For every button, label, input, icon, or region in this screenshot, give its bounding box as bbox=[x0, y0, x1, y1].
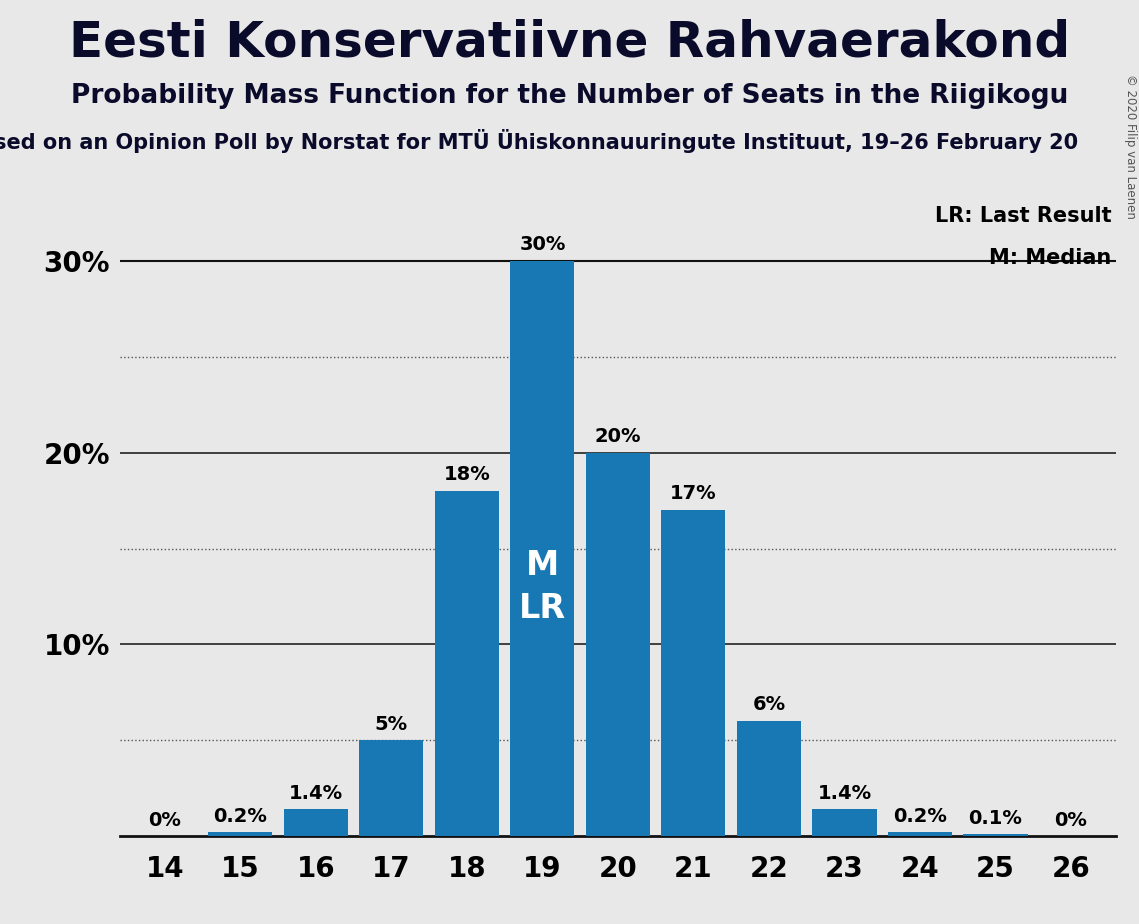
Text: Probability Mass Function for the Number of Seats in the Riigikogu: Probability Mass Function for the Number… bbox=[71, 83, 1068, 109]
Text: M
LR: M LR bbox=[519, 549, 566, 625]
Text: © 2020 Filip van Laenen: © 2020 Filip van Laenen bbox=[1124, 74, 1137, 219]
Bar bbox=[435, 491, 499, 836]
Bar bbox=[964, 834, 1027, 836]
Text: Eesti Konservatiivne Rahvaerakond: Eesti Konservatiivne Rahvaerakond bbox=[68, 18, 1071, 67]
Text: 30%: 30% bbox=[519, 235, 566, 254]
Bar bbox=[737, 721, 801, 836]
Text: 0.1%: 0.1% bbox=[968, 808, 1023, 828]
Bar bbox=[284, 809, 349, 836]
Text: 1.4%: 1.4% bbox=[289, 784, 343, 803]
Text: LR: Last Result: LR: Last Result bbox=[935, 206, 1112, 226]
Text: 1.4%: 1.4% bbox=[818, 784, 871, 803]
Text: 0%: 0% bbox=[1055, 810, 1088, 830]
Text: 20%: 20% bbox=[595, 427, 641, 446]
Text: 0.2%: 0.2% bbox=[893, 807, 947, 826]
Bar bbox=[662, 510, 726, 836]
Text: sed on an Opinion Poll by Norstat for MTÜ Ühiskonnauuringute Instituut, 19–26 Fe: sed on an Opinion Poll by Norstat for MT… bbox=[0, 129, 1079, 153]
Bar bbox=[208, 833, 272, 836]
Text: 5%: 5% bbox=[375, 714, 408, 734]
Text: 6%: 6% bbox=[753, 696, 786, 714]
Bar bbox=[585, 453, 650, 836]
Bar bbox=[359, 740, 424, 836]
Text: 18%: 18% bbox=[443, 466, 490, 484]
Bar bbox=[887, 833, 952, 836]
Text: M: Median: M: Median bbox=[989, 248, 1112, 268]
Bar bbox=[812, 809, 877, 836]
Text: 17%: 17% bbox=[670, 484, 716, 504]
Text: 0%: 0% bbox=[148, 810, 181, 830]
Text: 0.2%: 0.2% bbox=[213, 807, 268, 826]
Bar bbox=[510, 261, 574, 836]
